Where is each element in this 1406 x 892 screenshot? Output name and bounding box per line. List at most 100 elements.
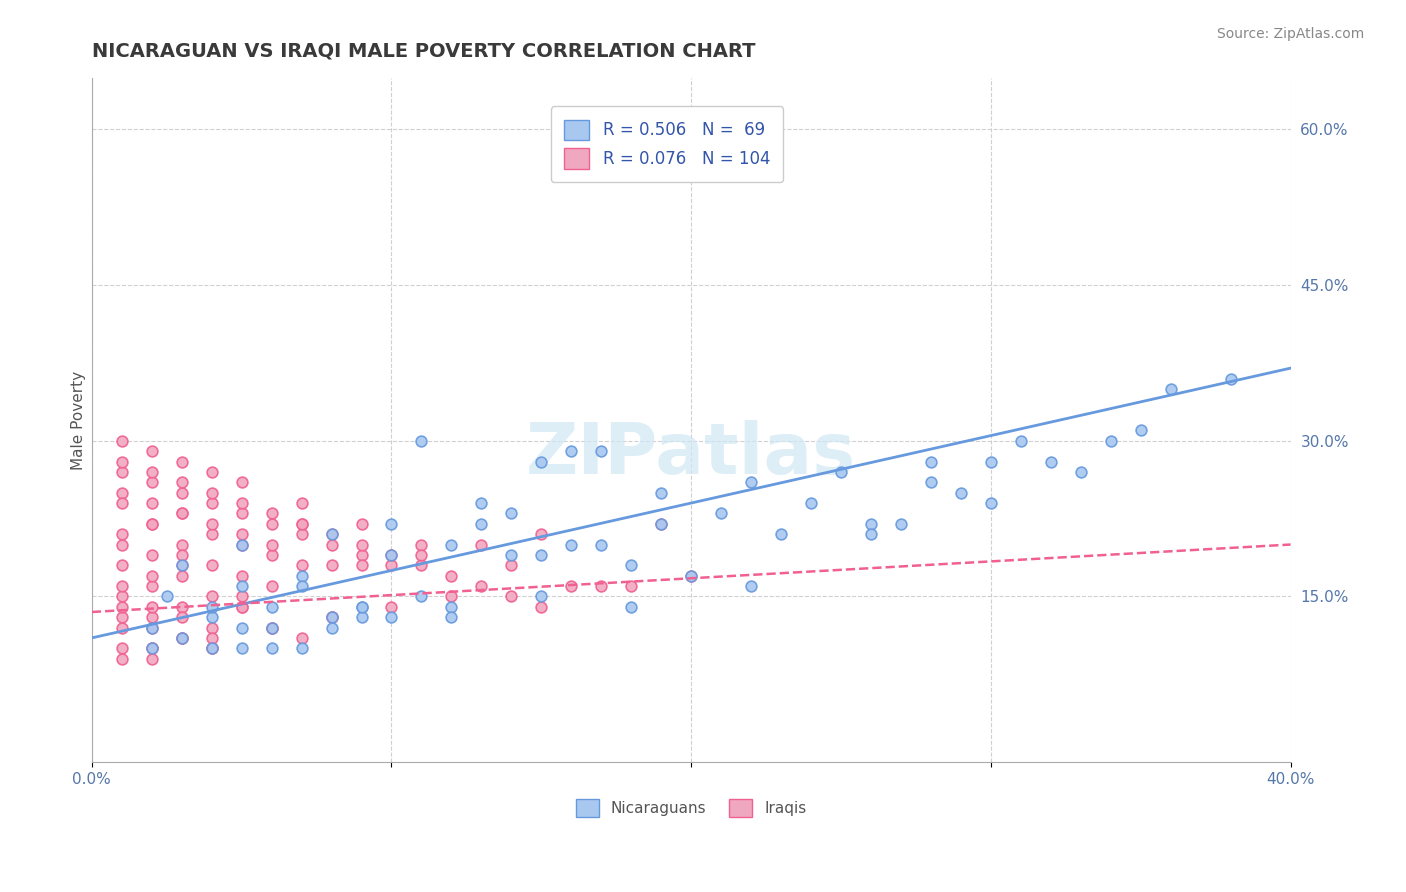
Point	[201, 558, 224, 573]
Point	[1160, 382, 1182, 396]
Point	[380, 548, 402, 562]
Point	[620, 579, 643, 593]
Point	[440, 599, 463, 614]
Point	[141, 516, 163, 531]
Point	[560, 579, 582, 593]
Point	[350, 516, 373, 531]
Point	[560, 444, 582, 458]
Point	[141, 621, 163, 635]
Point	[231, 527, 253, 541]
Point	[201, 610, 224, 624]
Point	[260, 548, 283, 562]
Point	[111, 465, 134, 479]
Point	[530, 590, 553, 604]
Point	[201, 641, 224, 656]
Point	[111, 610, 134, 624]
Point	[231, 496, 253, 510]
Point	[920, 454, 942, 468]
Point	[260, 621, 283, 635]
Point	[440, 590, 463, 604]
Point	[260, 507, 283, 521]
Point	[170, 507, 193, 521]
Point	[170, 537, 193, 551]
Point	[470, 579, 492, 593]
Point	[650, 516, 672, 531]
Point	[290, 568, 312, 582]
Point	[530, 527, 553, 541]
Point	[141, 548, 163, 562]
Point	[170, 485, 193, 500]
Point	[111, 651, 134, 665]
Point	[141, 610, 163, 624]
Point	[470, 537, 492, 551]
Point	[201, 621, 224, 635]
Point	[231, 599, 253, 614]
Point	[770, 527, 793, 541]
Point	[141, 465, 163, 479]
Point	[201, 485, 224, 500]
Point	[170, 475, 193, 490]
Point	[231, 568, 253, 582]
Point	[260, 621, 283, 635]
Point	[260, 621, 283, 635]
Point	[111, 496, 134, 510]
Point	[111, 621, 134, 635]
Point	[290, 496, 312, 510]
Point	[260, 579, 283, 593]
Point	[111, 434, 134, 448]
Point	[111, 579, 134, 593]
Point	[260, 537, 283, 551]
Point	[170, 568, 193, 582]
Point	[860, 516, 883, 531]
Point	[380, 548, 402, 562]
Text: Source: ZipAtlas.com: Source: ZipAtlas.com	[1216, 27, 1364, 41]
Point	[141, 641, 163, 656]
Point	[380, 610, 402, 624]
Point	[170, 631, 193, 645]
Point	[260, 641, 283, 656]
Point	[201, 465, 224, 479]
Point	[170, 454, 193, 468]
Point	[380, 558, 402, 573]
Point	[290, 631, 312, 645]
Point	[350, 610, 373, 624]
Point	[111, 599, 134, 614]
Point	[740, 579, 762, 593]
Point	[231, 621, 253, 635]
Point	[290, 579, 312, 593]
Point	[141, 568, 163, 582]
Point	[321, 537, 343, 551]
Point	[201, 641, 224, 656]
Point	[170, 610, 193, 624]
Point	[170, 507, 193, 521]
Point	[321, 610, 343, 624]
Y-axis label: Male Poverty: Male Poverty	[72, 370, 86, 469]
Point	[740, 475, 762, 490]
Point	[411, 537, 433, 551]
Point	[170, 599, 193, 614]
Legend: Nicaraguans, Iraqis: Nicaraguans, Iraqis	[569, 792, 813, 823]
Point	[350, 599, 373, 614]
Point	[1010, 434, 1032, 448]
Point	[830, 465, 852, 479]
Point	[170, 558, 193, 573]
Point	[231, 579, 253, 593]
Point	[141, 641, 163, 656]
Point	[350, 599, 373, 614]
Point	[290, 641, 312, 656]
Point	[290, 516, 312, 531]
Point	[141, 579, 163, 593]
Point	[800, 496, 823, 510]
Point	[111, 641, 134, 656]
Point	[411, 590, 433, 604]
Point	[440, 537, 463, 551]
Point	[380, 516, 402, 531]
Point	[591, 537, 613, 551]
Point	[1129, 424, 1152, 438]
Point	[111, 527, 134, 541]
Point	[710, 507, 733, 521]
Point	[321, 527, 343, 541]
Point	[501, 558, 523, 573]
Point	[231, 507, 253, 521]
Point	[440, 568, 463, 582]
